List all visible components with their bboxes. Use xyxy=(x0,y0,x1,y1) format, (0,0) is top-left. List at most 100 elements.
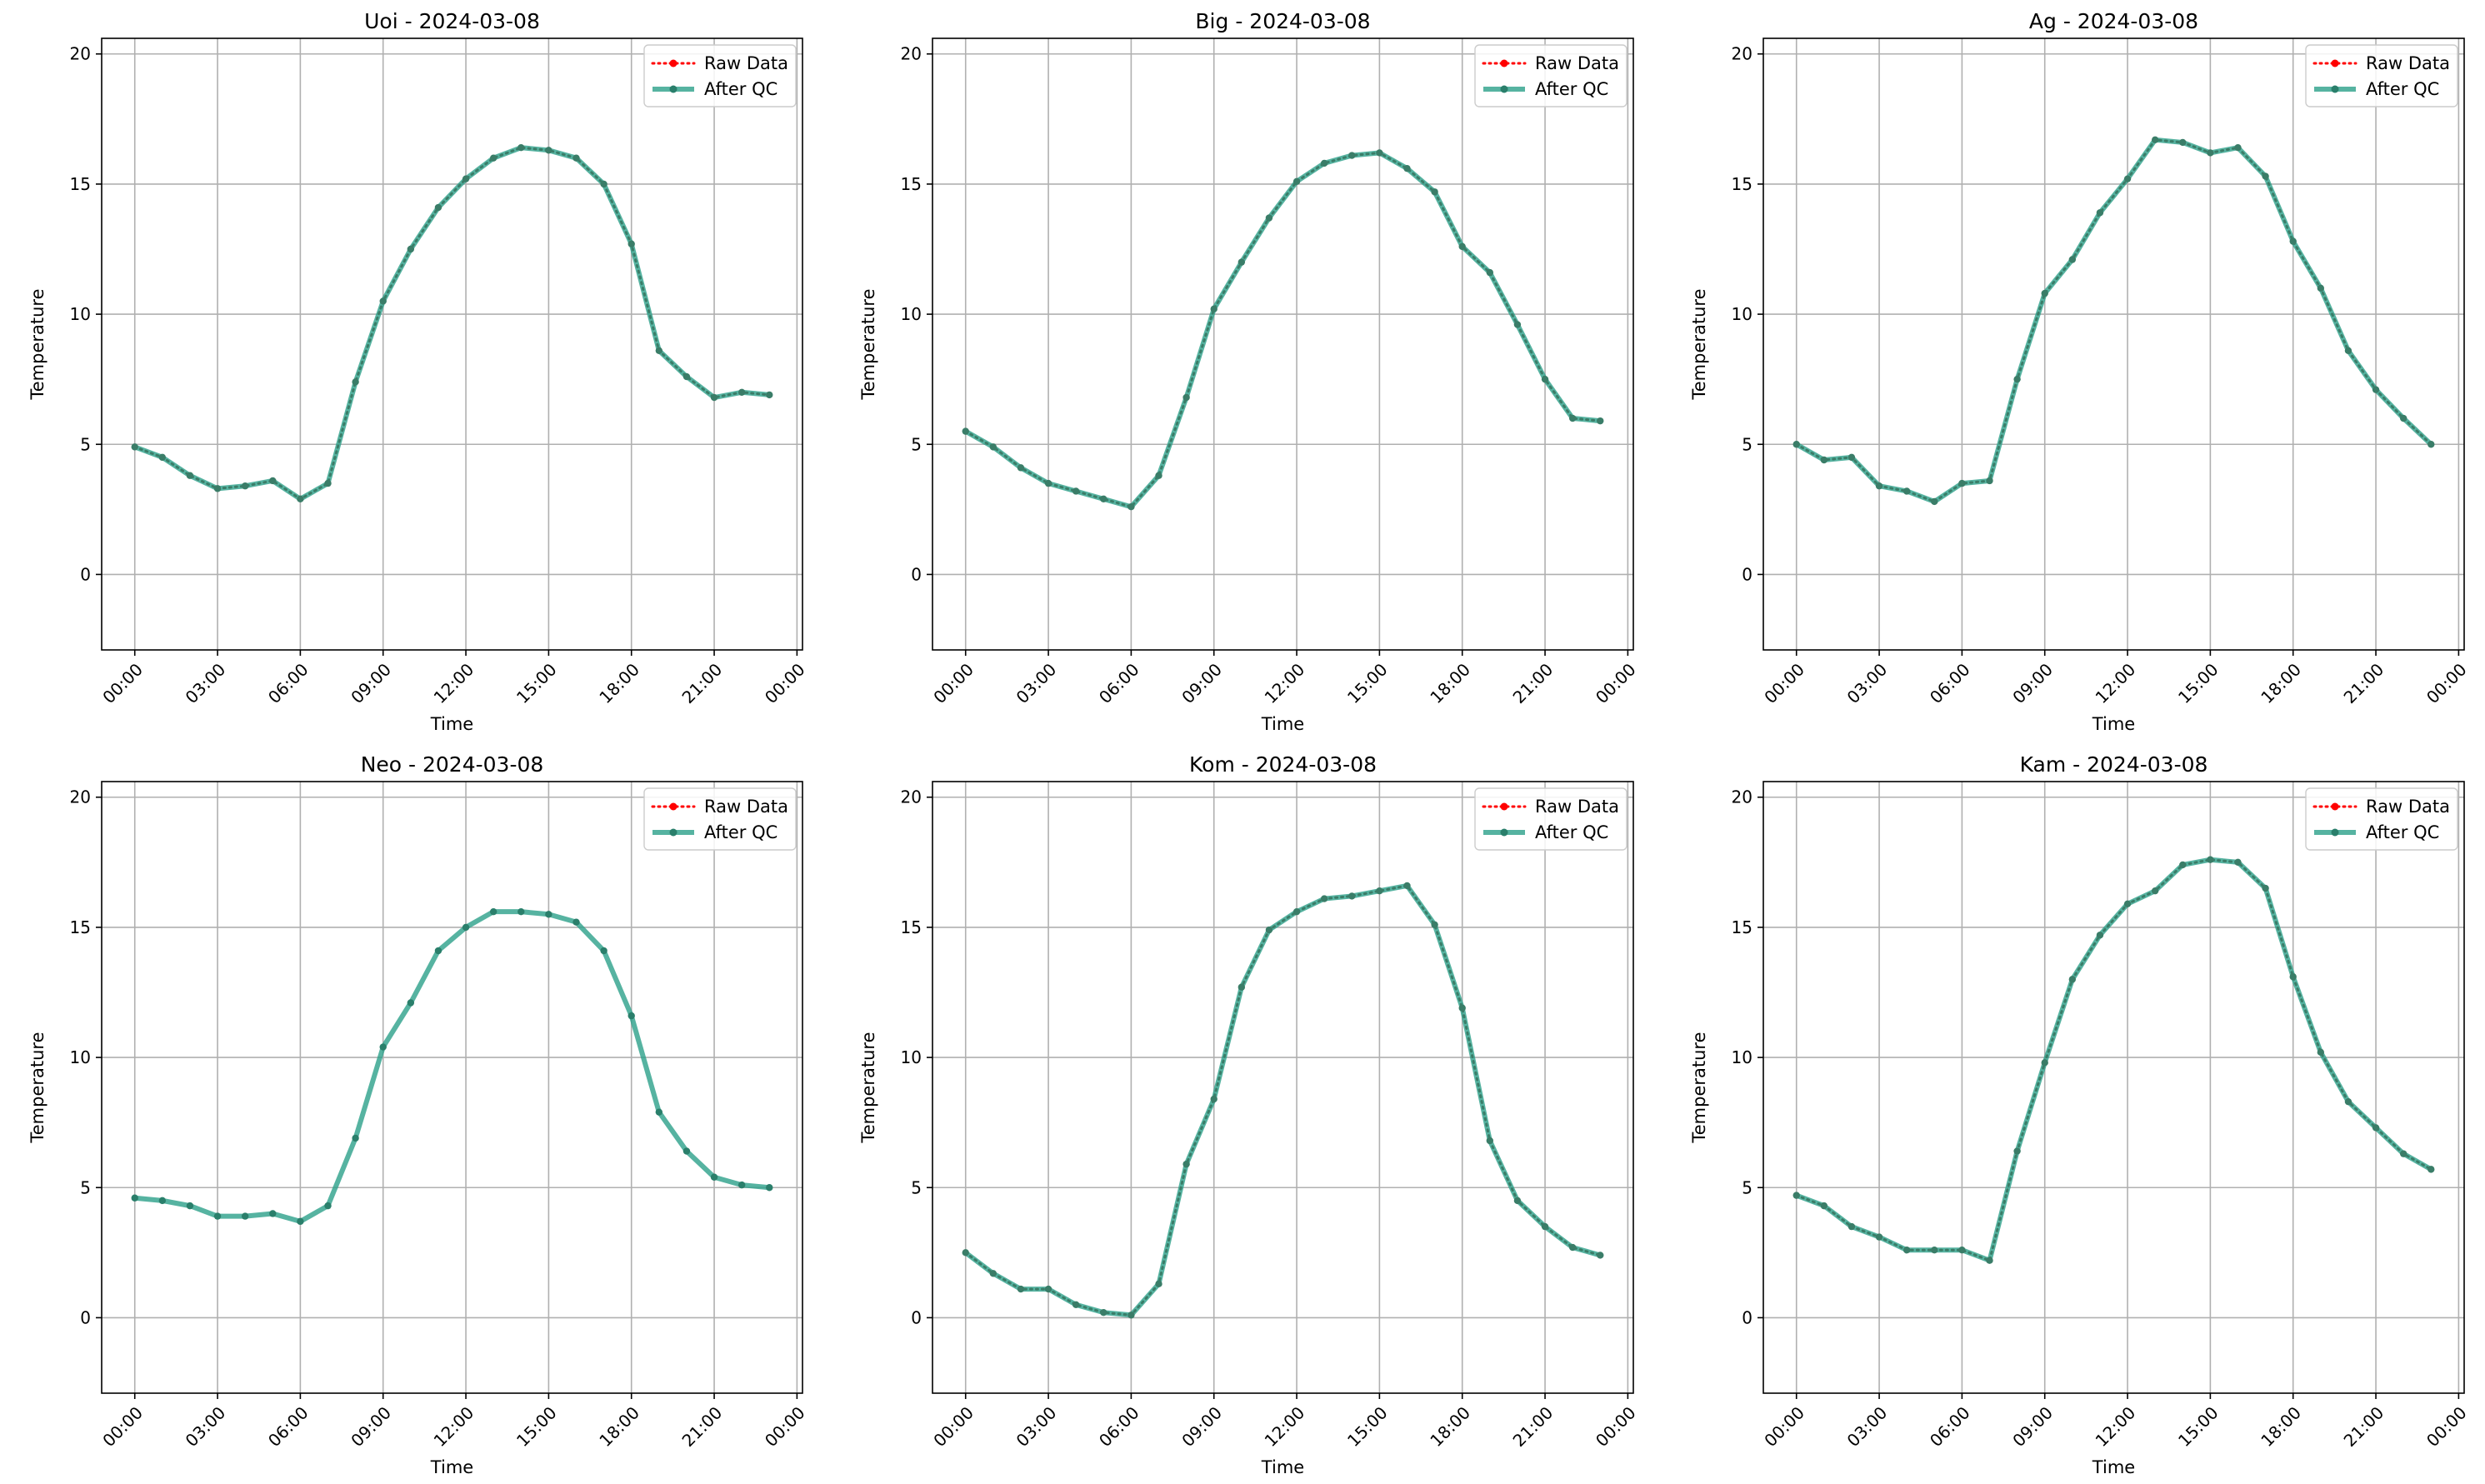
data-point xyxy=(1017,1285,1025,1293)
x-tick-label: 06:00 xyxy=(264,659,312,707)
axes-frame xyxy=(1762,781,2465,1394)
x-tick-label: 03:00 xyxy=(182,659,230,707)
data-point xyxy=(1931,1247,1938,1254)
data-point xyxy=(1210,305,1218,313)
x-tick-label: 06:00 xyxy=(1926,659,1974,707)
y-tick-label: 5 xyxy=(80,434,91,454)
y-tick-label: 0 xyxy=(1742,1307,1752,1327)
x-axis-label: Time xyxy=(2092,1457,2135,1477)
y-tick-label: 0 xyxy=(1742,564,1752,584)
data-point xyxy=(1875,482,1883,490)
series-line-after-qc xyxy=(962,882,1603,1318)
data-point xyxy=(2428,1166,2435,1173)
data-point xyxy=(572,918,580,926)
x-tick-label: 12:00 xyxy=(2092,659,2140,707)
y-tick-label: 10 xyxy=(70,304,91,324)
y-tick-label: 5 xyxy=(911,1177,922,1197)
x-tick-label: 00:00 xyxy=(761,1402,809,1451)
chart-title: Neo - 2024-03-08 xyxy=(361,752,544,777)
data-point xyxy=(2289,973,2297,981)
data-point xyxy=(1513,321,1522,328)
data-point xyxy=(766,391,773,399)
data-point xyxy=(1848,453,1856,462)
x-tick-label: 18:00 xyxy=(595,659,643,707)
data-point xyxy=(628,1012,635,1020)
y-tick-label: 15 xyxy=(70,917,91,937)
legend-marker-raw-data xyxy=(1500,59,1508,67)
x-tick-label: 15:00 xyxy=(1343,659,1392,707)
y-tick-label: 15 xyxy=(901,174,922,194)
x-tick-label: 00:00 xyxy=(1760,659,1808,707)
data-point xyxy=(2262,884,2269,892)
x-axis-label: Time xyxy=(430,1457,473,1477)
series-line-after-qc xyxy=(1793,857,2434,1263)
data-point xyxy=(324,479,332,487)
data-point xyxy=(1072,487,1080,495)
axes-frame xyxy=(101,37,803,651)
data-point xyxy=(1458,1004,1466,1012)
legend-label-after-qc: After QC xyxy=(704,822,778,842)
data-point xyxy=(962,1249,969,1257)
legend-label-after-qc: After QC xyxy=(704,79,778,99)
data-point xyxy=(1238,983,1246,991)
legend-marker-after-qc xyxy=(1500,828,1508,837)
x-tick-label: 06:00 xyxy=(1926,1402,1974,1451)
legend: Raw Data After QC xyxy=(643,787,797,851)
y-axis-label: Temperature xyxy=(28,288,48,400)
data-point xyxy=(434,203,442,212)
data-point xyxy=(1513,1197,1522,1205)
x-tick-label: 09:00 xyxy=(347,1402,395,1451)
data-point xyxy=(2041,289,2048,297)
data-point xyxy=(1458,242,1466,251)
data-point xyxy=(2151,887,2159,895)
data-point xyxy=(682,372,691,381)
data-point xyxy=(600,180,608,188)
legend-marker-after-qc xyxy=(669,85,678,93)
data-point xyxy=(462,923,470,932)
y-axis-label: Temperature xyxy=(1689,1032,1709,1143)
subplot: 00:00 03:00 06:00 09:00 12:00 15:00 18:00 21:00… xyxy=(858,752,1640,1477)
data-point xyxy=(1292,177,1301,185)
legend-label-after-qc: After QC xyxy=(2366,79,2439,99)
data-point xyxy=(545,911,552,918)
data-point xyxy=(1848,1222,1856,1231)
data-point xyxy=(1986,1257,1993,1264)
legend: Raw Data After QC xyxy=(1474,787,1628,851)
data-point xyxy=(434,947,442,955)
x-tick-label: 09:00 xyxy=(2008,659,2057,707)
axes-frame xyxy=(1762,37,2465,651)
data-point xyxy=(655,347,663,355)
series-line-raw-data xyxy=(964,151,1602,508)
data-point xyxy=(1100,1308,1108,1317)
data-point xyxy=(989,443,998,451)
x-tick-label: 03:00 xyxy=(1012,1402,1061,1451)
x-tick-label: 21:00 xyxy=(1509,659,1558,707)
y-tick-label: 20 xyxy=(1732,44,1752,64)
data-point xyxy=(710,393,718,402)
data-point xyxy=(518,143,525,152)
y-tick-label: 20 xyxy=(1732,787,1752,807)
data-point xyxy=(1486,268,1494,277)
data-point xyxy=(1320,895,1328,902)
y-tick-label: 15 xyxy=(70,174,91,194)
data-point xyxy=(1182,1160,1190,1168)
x-tick-label: 00:00 xyxy=(2422,659,2471,707)
x-tick-label: 06:00 xyxy=(1095,659,1143,707)
legend-marker-raw-data xyxy=(669,59,678,67)
x-axis-label: Time xyxy=(2092,714,2135,734)
data-point xyxy=(462,175,470,182)
x-tick-label: 12:00 xyxy=(430,1402,478,1451)
x-tick-label: 15:00 xyxy=(1343,1402,1392,1451)
x-tick-label: 09:00 xyxy=(2008,1402,2057,1451)
y-tick-label: 15 xyxy=(1732,917,1752,937)
data-point xyxy=(1182,393,1190,402)
data-point xyxy=(962,427,969,435)
subplot: 00:00 03:00 06:00 09:00 12:00 15:00 18:00 21:00… xyxy=(858,9,1640,734)
data-point xyxy=(2262,172,2269,180)
x-tick-label: 00:00 xyxy=(929,1402,978,1451)
data-point xyxy=(1792,441,1800,448)
legend: Raw Data After QC xyxy=(643,44,797,107)
data-point xyxy=(2123,900,2132,908)
data-point xyxy=(1238,258,1246,266)
data-point xyxy=(352,1134,359,1142)
